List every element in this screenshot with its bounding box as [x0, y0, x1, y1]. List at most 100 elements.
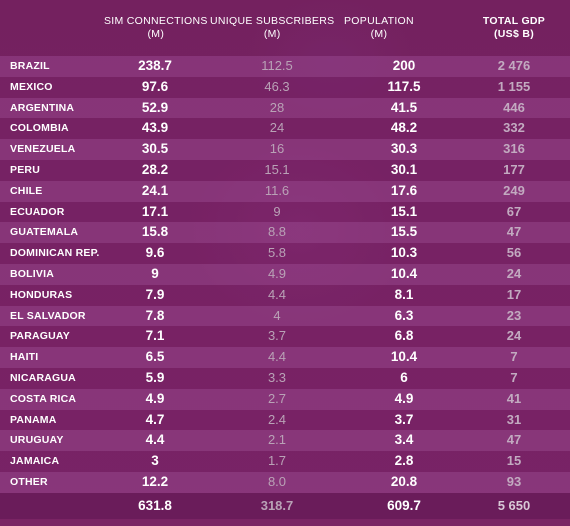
table-row: BOLIVIA 9 4.9 10.4 24	[0, 263, 570, 285]
gdp-cell: 93	[458, 471, 570, 493]
header-pop-title: POPULATION	[344, 15, 414, 27]
country-cell: PANAMA	[0, 409, 104, 431]
header-gdp-title: TOTAL GDP	[482, 15, 546, 27]
gdp-cell: 7	[458, 367, 570, 389]
table-row: URUGUAY 4.4 2.1 3.4 47	[0, 430, 570, 452]
population-cell: 10.3	[344, 243, 458, 264]
header-pop-unit: (M)	[370, 28, 388, 40]
unique-cell: 2.1	[210, 430, 344, 452]
sim-cell: 30.5	[104, 139, 210, 160]
unique-cell: 8.0	[210, 471, 344, 493]
unique-cell: 5.8	[210, 243, 344, 264]
sim-cell: 6.5	[104, 347, 210, 368]
header-sim-connections: SIM CONNECTIONS (M)	[104, 0, 210, 56]
sim-cell: 3	[104, 451, 210, 472]
table-row: EL SALVADOR 7.8 4 6.3 23	[0, 305, 570, 327]
sim-cell: 5.9	[104, 367, 210, 389]
gdp-cell: 249	[458, 180, 570, 202]
table-row: JAMAICA 3 1.7 2.8 15	[0, 451, 570, 472]
sim-cell: 52.9	[104, 97, 210, 119]
sim-cell: 4.7	[104, 409, 210, 431]
gdp-cell: 23	[458, 305, 570, 327]
gdp-cell: 446	[458, 97, 570, 119]
total-sim: 631.8	[104, 492, 210, 519]
header-uniq-title: UNIQUE SUBSCRIBERS	[210, 15, 335, 27]
sim-cell: 28.2	[104, 159, 210, 181]
population-cell: 10.4	[344, 347, 458, 368]
header-gdp-unit: (US$ B)	[493, 28, 535, 40]
population-cell: 6.3	[344, 305, 458, 327]
gdp-cell: 177	[458, 159, 570, 181]
gdp-cell: 316	[458, 139, 570, 160]
gdp-cell: 56	[458, 243, 570, 264]
header-country	[0, 0, 104, 56]
table-row: PARAGUAY 7.1 3.7 6.8 24	[0, 326, 570, 348]
country-cell: URUGUAY	[0, 430, 104, 452]
gdp-cell: 332	[458, 118, 570, 140]
population-cell: 117.5	[344, 76, 458, 98]
sim-cell: 7.1	[104, 326, 210, 348]
country-cell: NICARAGUA	[0, 367, 104, 389]
sim-cell: 7.9	[104, 284, 210, 306]
header-unique-subscribers: UNIQUE SUBSCRIBERS (M)	[210, 0, 344, 56]
totals-row: 631.8 318.7 609.7 5 650	[0, 492, 570, 519]
header-row: SIM CONNECTIONS (M) UNIQUE SUBSCRIBERS (M)…	[0, 0, 570, 56]
unique-cell: 16	[210, 139, 344, 160]
unique-cell: 1.7	[210, 451, 344, 472]
gdp-cell: 24	[458, 263, 570, 285]
unique-cell: 8.8	[210, 222, 344, 244]
unique-cell: 3.3	[210, 367, 344, 389]
country-cell: BOLIVIA	[0, 263, 104, 285]
unique-cell: 4.4	[210, 347, 344, 368]
country-cell: HONDURAS	[0, 284, 104, 306]
country-cell: MEXICO	[0, 76, 104, 98]
country-cell: COLOMBIA	[0, 118, 104, 140]
total-population: 609.7	[344, 492, 458, 519]
country-cell: COSTA RICA	[0, 388, 104, 410]
total-unique: 318.7	[210, 492, 344, 519]
unique-cell: 15.1	[210, 159, 344, 181]
unique-cell: 4.9	[210, 263, 344, 285]
table-row: BRAZIL 238.7 112.5 200 2 476	[0, 56, 570, 77]
unique-cell: 24	[210, 118, 344, 140]
header-sim-title: SIM CONNECTIONS	[104, 15, 208, 27]
gdp-cell: 24	[458, 326, 570, 348]
population-cell: 30.1	[344, 159, 458, 181]
header-total-gdp: TOTAL GDP (US$ B)	[458, 0, 570, 56]
population-cell: 3.7	[344, 409, 458, 431]
country-cell: EL SALVADOR	[0, 305, 104, 327]
sim-cell: 9	[104, 263, 210, 285]
country-cell: OTHER	[0, 471, 104, 493]
table-row: DOMINICAN REP. 9.6 5.8 10.3 56	[0, 243, 570, 264]
table-row: ECUADOR 17.1 9 15.1 67	[0, 201, 570, 223]
table-row: COSTA RICA 4.9 2.7 4.9 41	[0, 388, 570, 410]
country-cell: BRAZIL	[0, 56, 104, 77]
table-row: HONDURAS 7.9 4.4 8.1 17	[0, 284, 570, 306]
table-row: VENEZUELA 30.5 16 30.3 316	[0, 139, 570, 160]
country-cell: ARGENTINA	[0, 97, 104, 119]
table-row: PANAMA 4.7 2.4 3.7 31	[0, 409, 570, 431]
country-cell: GUATEMALA	[0, 222, 104, 244]
population-cell: 41.5	[344, 97, 458, 119]
table-body: BRAZIL 238.7 112.5 200 2 476 MEXICO 97.6 46.3 11…	[0, 56, 570, 493]
sim-cell: 12.2	[104, 471, 210, 493]
totals-label-cell	[0, 492, 104, 519]
country-cell: VENEZUELA	[0, 139, 104, 160]
country-cell: JAMAICA	[0, 451, 104, 472]
table-row: CHILE 24.1 11.6 17.6 249	[0, 180, 570, 202]
population-cell: 4.9	[344, 388, 458, 410]
sim-cell: 4.4	[104, 430, 210, 452]
table-row: PERU 28.2 15.1 30.1 177	[0, 159, 570, 181]
gdp-cell: 67	[458, 201, 570, 223]
population-cell: 15.5	[344, 222, 458, 244]
population-cell: 6	[344, 367, 458, 389]
unique-cell: 9	[210, 201, 344, 223]
header-uniq-unit: (M)	[263, 28, 281, 40]
population-cell: 20.8	[344, 471, 458, 493]
sim-cell: 43.9	[104, 118, 210, 140]
population-cell: 48.2	[344, 118, 458, 140]
table-row: ARGENTINA 52.9 28 41.5 446	[0, 97, 570, 119]
unique-cell: 11.6	[210, 180, 344, 202]
sim-cell: 4.9	[104, 388, 210, 410]
gdp-cell: 7	[458, 347, 570, 368]
